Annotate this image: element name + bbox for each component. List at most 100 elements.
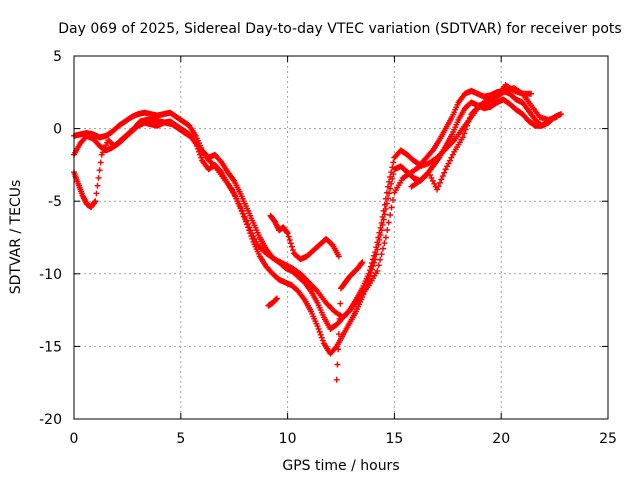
data-point — [435, 183, 442, 190]
data-point — [387, 185, 394, 192]
data-point — [377, 256, 384, 263]
grid-lines — [74, 56, 608, 419]
data-point — [95, 174, 102, 181]
series-track-5 — [265, 259, 366, 383]
data-point — [387, 211, 394, 218]
data-point — [461, 130, 468, 137]
x-axis-label: GPS time / hours — [282, 458, 399, 474]
data-point — [318, 334, 325, 341]
x-tick-labels: 0 5 10 15 20 25 — [70, 431, 617, 447]
data-point — [381, 240, 388, 247]
data-point — [388, 180, 395, 187]
data-point — [390, 159, 397, 166]
data-point — [434, 186, 441, 193]
axis-ticks — [73, 55, 609, 420]
data-point — [96, 167, 103, 174]
x-tick-label: 15 — [385, 431, 403, 447]
data-point — [358, 260, 365, 267]
data-point — [386, 190, 393, 197]
data-point — [94, 182, 101, 189]
x-tick-label: 25 — [599, 431, 617, 447]
plot-frame — [73, 55, 609, 420]
series-track-2 — [71, 96, 552, 357]
data-point — [368, 266, 375, 273]
data-point — [92, 198, 99, 205]
data-point — [198, 154, 205, 161]
data-point — [438, 176, 445, 183]
data-point — [385, 219, 392, 226]
data-point — [375, 262, 382, 269]
data-point — [373, 251, 380, 258]
data-point — [316, 328, 323, 335]
y-tick-label: 0 — [53, 122, 62, 138]
data-point — [333, 376, 340, 383]
data-point — [370, 263, 377, 270]
data-point — [371, 259, 378, 266]
data-point — [93, 190, 100, 197]
data-point — [335, 346, 342, 353]
data-point — [284, 230, 291, 237]
data-point — [240, 210, 247, 217]
data-point — [283, 229, 290, 236]
data-point — [389, 175, 396, 182]
y-tick-labels: -20 -15 -10 -5 0 5 — [39, 49, 62, 428]
data-point — [336, 315, 343, 322]
data-point — [379, 221, 386, 228]
y-tick-label: -5 — [48, 194, 62, 210]
data-point — [273, 296, 280, 303]
series-track-4 — [267, 212, 342, 263]
x-tick-label: 0 — [70, 431, 79, 447]
data-point — [553, 113, 560, 120]
data-point — [241, 214, 248, 221]
y-tick-label: -20 — [39, 412, 62, 428]
data-point — [378, 251, 385, 258]
y-tick-label: 5 — [53, 49, 62, 65]
data-point — [314, 323, 321, 330]
data-point — [289, 247, 296, 254]
data-point — [384, 226, 391, 233]
series-track-6 — [408, 82, 535, 193]
data-point — [382, 205, 389, 212]
data-point — [319, 337, 326, 344]
x-tick-label: 20 — [492, 431, 510, 447]
data-point — [239, 207, 246, 214]
data-point — [375, 241, 382, 248]
data-point — [381, 211, 388, 218]
data-point — [384, 195, 391, 202]
data-point — [286, 236, 293, 243]
data-point — [388, 204, 395, 211]
data-point — [466, 114, 473, 121]
data-point — [462, 126, 469, 133]
data-point — [390, 171, 397, 178]
data-point — [389, 196, 396, 203]
data-point — [237, 204, 244, 211]
data-point — [436, 179, 443, 186]
x-tick-label: 5 — [176, 431, 185, 447]
y-axis-label: SDTVAR / TECUs — [8, 180, 24, 295]
data-point — [273, 295, 280, 302]
data-point — [374, 246, 381, 253]
data-markers — [71, 82, 565, 383]
data-point — [382, 234, 389, 241]
data-point — [465, 118, 472, 125]
y-tick-label: -10 — [39, 267, 62, 283]
data-point — [374, 267, 381, 274]
data-point — [365, 276, 372, 283]
data-point — [380, 245, 387, 252]
data-point — [317, 331, 324, 338]
data-point — [335, 331, 342, 338]
data-point — [97, 159, 104, 166]
data-point — [459, 134, 466, 141]
data-point — [91, 199, 98, 206]
y-tick-label: -15 — [39, 339, 62, 355]
chart-title: Day 069 of 2025, Sidereal Day-to-day VTE… — [58, 21, 621, 37]
data-point — [380, 216, 387, 223]
data-point — [383, 200, 390, 207]
data-point — [285, 233, 292, 240]
data-point — [464, 122, 471, 129]
data-point — [337, 300, 344, 307]
data-point — [378, 227, 385, 234]
data-point — [376, 236, 383, 243]
data-point — [287, 240, 294, 247]
